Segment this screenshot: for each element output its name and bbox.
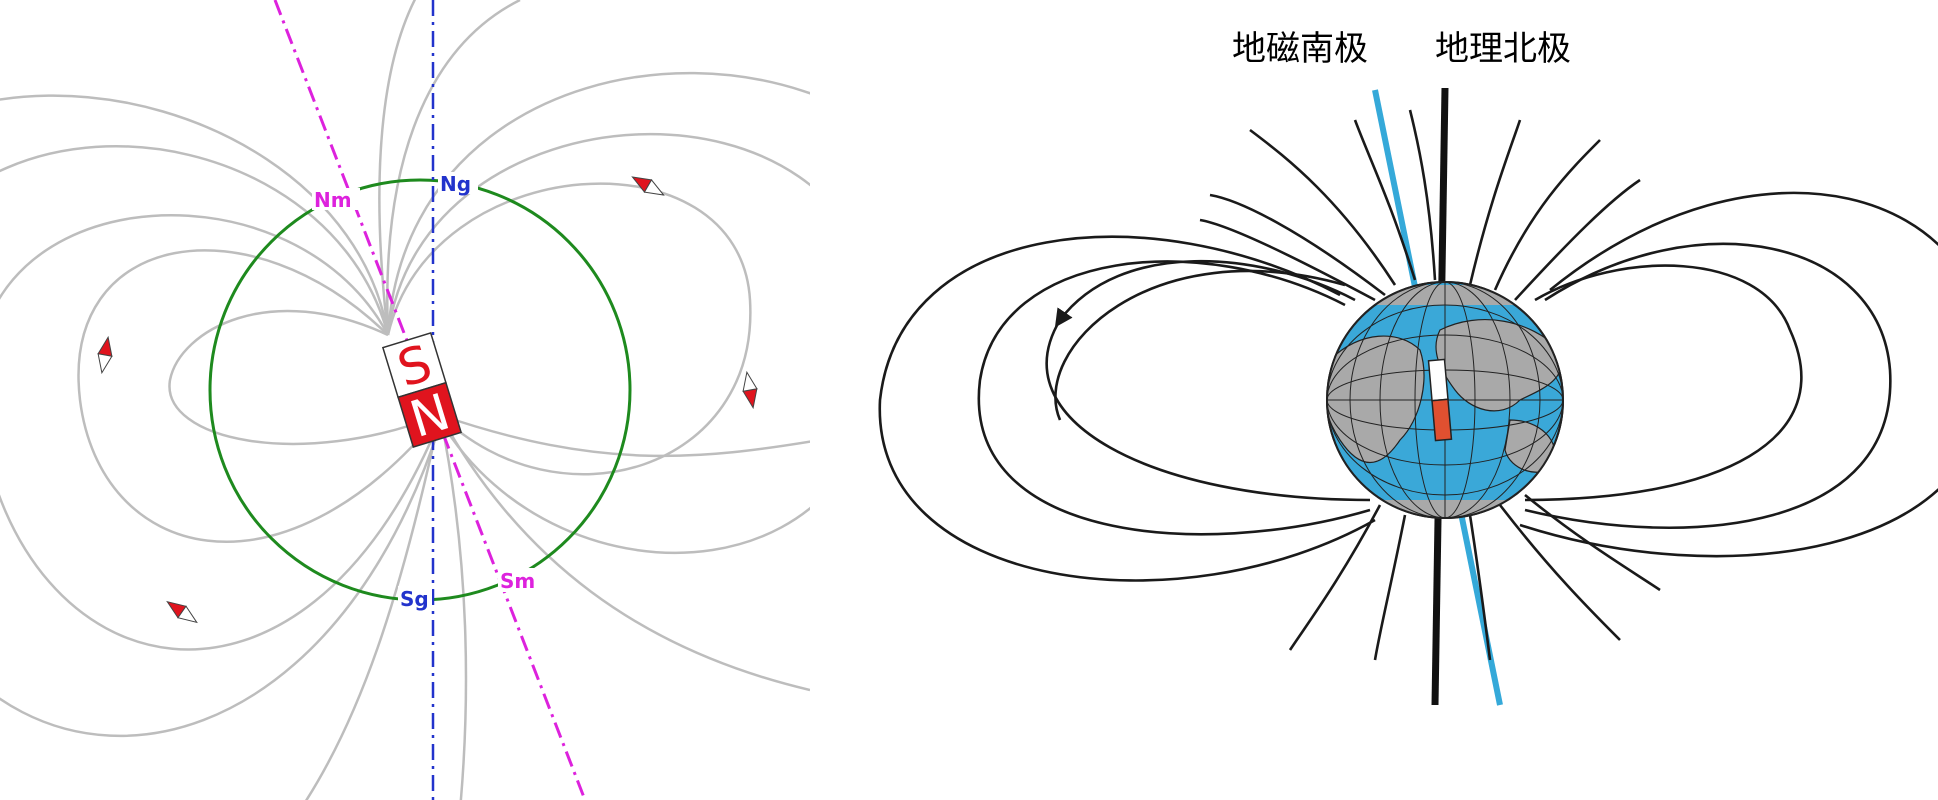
label-magnetic-south: Sm — [500, 569, 535, 593]
field-line — [1199, 218, 1376, 302]
compass-needle-icon — [166, 600, 198, 624]
bar-magnet-icon — [1427, 358, 1453, 442]
bar-magnet-icon: S N — [381, 332, 463, 449]
field-line — [0, 214, 442, 651]
field-line — [439, 413, 810, 458]
field-line — [77, 249, 441, 543]
field-line — [1468, 119, 1522, 286]
label-magnetic-north: Nm — [314, 188, 352, 212]
field-line — [1288, 504, 1382, 651]
compass-needle-icon — [742, 370, 758, 410]
field-line — [1249, 128, 1397, 286]
earth-globe-icon — [1326, 281, 1564, 519]
compass-needle-icon — [97, 335, 113, 375]
field-line — [304, 414, 442, 800]
field-line — [1519, 191, 1938, 558]
field-line — [977, 260, 1371, 536]
label-geographic-south: Sg — [400, 587, 429, 611]
field-line — [1209, 193, 1386, 297]
field-line — [438, 414, 810, 692]
field-line — [0, 144, 442, 737]
field-line — [168, 309, 441, 446]
label-geographic-north: Ng — [440, 172, 471, 196]
field-line — [386, 0, 521, 336]
field-line — [1524, 242, 1892, 530]
magnetic-axis — [273, 0, 587, 800]
label-geomagnetic-south: 地磁南极 — [1232, 29, 1368, 69]
field-line — [0, 94, 390, 336]
compass-needle-icon — [631, 176, 665, 196]
right-earth-diagram: 地磁南极 地理北极 — [878, 29, 1938, 706]
field-line — [1408, 109, 1437, 281]
field-line — [386, 182, 752, 476]
label-geographic-north: 地理北极 — [1435, 29, 1571, 69]
field-line — [438, 414, 468, 800]
field-line — [386, 71, 810, 336]
field-line — [1493, 139, 1601, 291]
field-line — [1524, 264, 1803, 502]
field-line — [1514, 178, 1641, 301]
field-line — [1054, 269, 1346, 421]
field-line — [1373, 514, 1407, 661]
field-line — [1353, 119, 1417, 281]
field-line — [378, 0, 417, 336]
field-line — [1524, 493, 1661, 592]
field-line — [878, 235, 1376, 582]
field-line — [1045, 259, 1371, 502]
left-dipole-diagram: S N Nm Ng Sg Sm — [0, 0, 810, 800]
field-line — [1498, 504, 1621, 641]
field-lines-left — [0, 0, 810, 800]
field-line — [1468, 514, 1492, 661]
field-line — [386, 132, 810, 555]
field-lines-right — [878, 109, 1938, 661]
